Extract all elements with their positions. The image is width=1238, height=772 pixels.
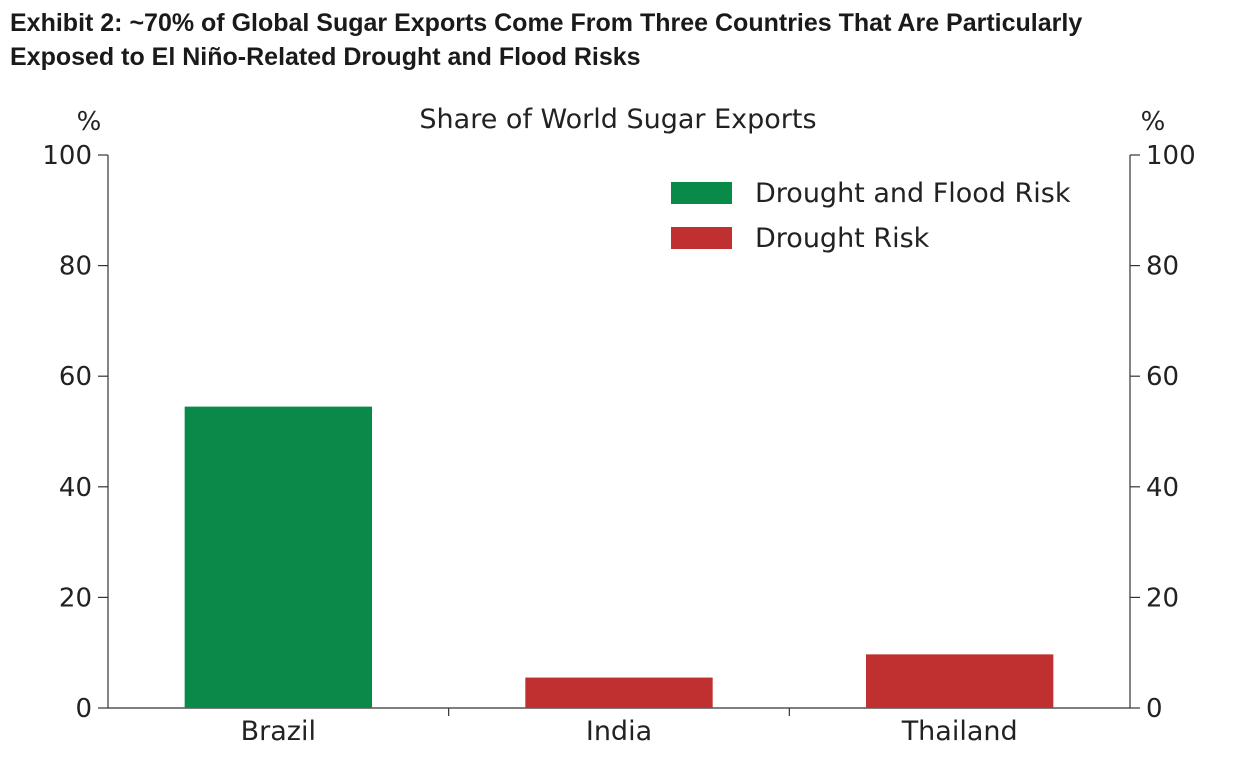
x-tick-label: India [586, 716, 652, 747]
y-tick-label-left: 60 [59, 362, 92, 392]
bar-chart: Share of World Sugar Exports % % 0 0 20 20 4… [42, 104, 1195, 747]
legend-label: Drought and Flood Risk [755, 178, 1071, 209]
bar-brazil [184, 406, 373, 708]
y-tick-label-right: 60 [1146, 362, 1179, 392]
bars [184, 406, 1054, 708]
legend-label: Drought Risk [755, 223, 930, 254]
y-tick-label-right: 100 [1146, 141, 1196, 171]
y-tick-label-right: 80 [1146, 252, 1179, 282]
legend: Drought and Flood Risk Drought Risk [671, 178, 1071, 254]
y-tick-label-right: 0 [1146, 694, 1163, 724]
y-tick-label-left: 0 [75, 694, 92, 724]
y-tick-label-right: 40 [1146, 473, 1179, 503]
bar-india [525, 677, 713, 708]
bar-thailand [865, 654, 1054, 708]
y-tick-label-left: 80 [59, 252, 92, 282]
chart-title: Share of World Sugar Exports [419, 104, 816, 135]
ticks: 0 0 20 20 40 40 60 60 80 80 100 100 Brazil India Thail… [42, 141, 1195, 747]
y-tick-label-left: 20 [59, 583, 92, 613]
legend-swatch [671, 182, 732, 204]
legend-swatch [671, 227, 732, 249]
exhibit-title-line-1: Exhibit 2: ~70% of Global Sugar Exports … [10, 9, 1083, 37]
exhibit-title-line-2: Exposed to El Niño-Related Drought and F… [10, 43, 641, 71]
y-tick-label-left: 40 [59, 473, 92, 503]
x-tick-label: Brazil [241, 716, 316, 747]
y-tick-label-left: 100 [42, 141, 92, 171]
y-tick-label-right: 20 [1146, 583, 1179, 613]
x-tick-label: Thailand [901, 716, 1018, 747]
y-axis-label-right: % [1141, 107, 1166, 137]
exhibit-title: Exhibit 2: ~70% of Global Sugar Exports … [10, 6, 1220, 74]
y-axis-label-left: % [77, 107, 102, 137]
